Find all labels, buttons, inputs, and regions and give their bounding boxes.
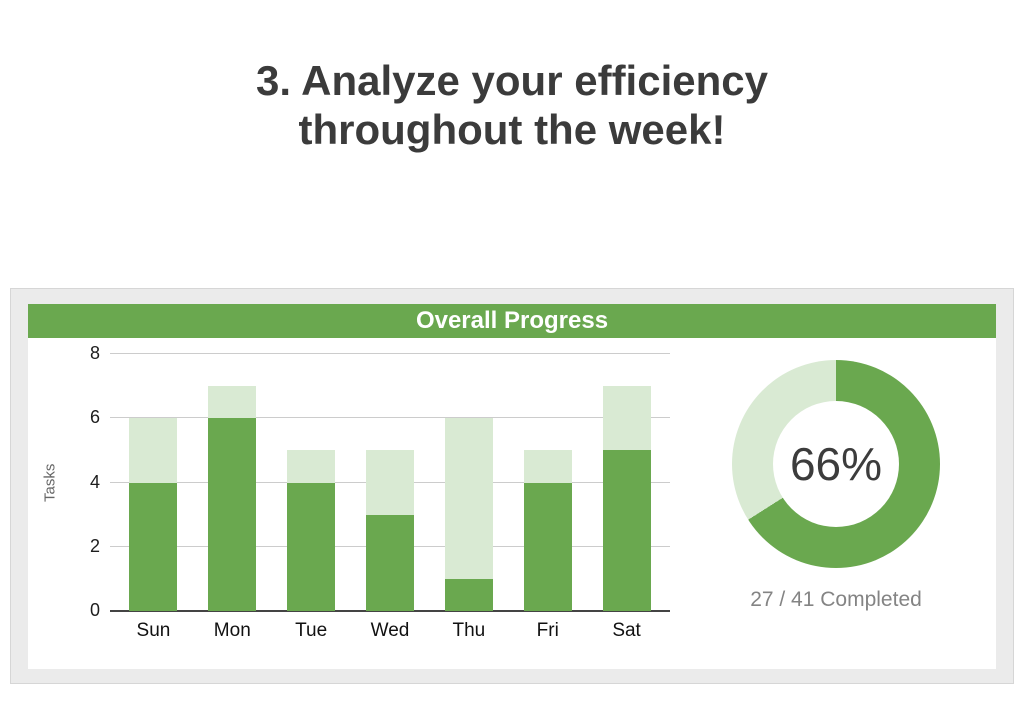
chart-panel: Overall Progress Tasks 0 2 4 6 8 Sun Mon Tue We… — [10, 288, 1014, 684]
bar-completed-segment — [602, 450, 651, 611]
bar-column — [429, 418, 508, 611]
x-axis-label: Sat — [612, 620, 641, 641]
donut-hole: 66% — [773, 401, 899, 527]
x-axis-label: Wed — [370, 620, 410, 641]
donut-caption: 27 / 41 Completed — [750, 588, 922, 611]
bar-completed-segment — [523, 482, 572, 611]
bar-remaining-segment — [366, 450, 414, 515]
bar-remaining-segment — [129, 418, 178, 483]
bar-completed-segment — [287, 482, 336, 611]
donut-chart: 66% 27 / 41 Completed — [676, 338, 996, 669]
stacked-bar — [366, 450, 414, 611]
y-tick-label: 8 — [89, 343, 100, 363]
chart-card: Overall Progress Tasks 0 2 4 6 8 Sun Mon Tue We… — [28, 304, 996, 669]
chart-header: Overall Progress — [28, 304, 996, 338]
x-axis-label: Tue — [295, 620, 328, 641]
bar-completed-segment — [444, 578, 493, 611]
x-axis-label: Fri — [536, 620, 559, 641]
title-line-2: throughout the week! — [298, 106, 726, 154]
stacked-bar — [523, 450, 572, 611]
y-axis-title: Tasks — [41, 463, 59, 502]
bar-column — [114, 418, 193, 611]
stacked-bar — [444, 418, 493, 611]
donut-ring: 66% — [732, 360, 940, 568]
bar-remaining-segment — [602, 386, 651, 451]
page-title: 3. Analyze your efficiency throughout th… — [0, 56, 1024, 154]
gridline — [110, 417, 670, 419]
y-tick-label: 0 — [89, 600, 100, 620]
bar-chart: Tasks 0 2 4 6 8 Sun Mon Tue Wed Thu Fri Sat — [28, 338, 676, 669]
bar-column — [351, 450, 430, 611]
stacked-bar — [602, 386, 651, 611]
donut-percent-label: 66% — [789, 438, 883, 490]
bar-column — [272, 450, 351, 611]
bar-column — [587, 386, 666, 611]
card-body: Tasks 0 2 4 6 8 Sun Mon Tue Wed Thu Fri Sat 66% — [28, 338, 996, 669]
bar-remaining-segment — [208, 386, 257, 419]
x-labels-row: Sun Mon Tue Wed Thu Fri Sat — [110, 611, 670, 642]
bar-completed-segment — [366, 514, 414, 611]
x-axis-label: Sun — [136, 620, 171, 641]
stacked-bar — [287, 450, 336, 611]
stacked-bar — [208, 386, 257, 611]
x-axis-label: Mon — [213, 620, 251, 641]
bar-completed-segment — [208, 418, 257, 611]
bar-remaining-segment — [444, 418, 493, 579]
gridline — [110, 610, 670, 612]
chart-title: Overall Progress — [415, 307, 609, 334]
plot-area: 0 2 4 6 8 — [90, 343, 670, 620]
bar-remaining-segment — [287, 450, 336, 483]
x-axis-label: Thu — [452, 620, 486, 641]
bar-column — [193, 386, 272, 611]
plot-wrap: 0 2 4 6 8 Sun Mon Tue Wed Thu Fri Sat — [64, 343, 676, 669]
y-tick-label: 4 — [89, 471, 100, 492]
bar-column — [508, 450, 587, 611]
bar-completed-segment — [129, 482, 178, 611]
y-tick-label: 6 — [89, 407, 100, 428]
bar-remaining-segment — [523, 450, 572, 483]
y-tick-label: 2 — [89, 535, 100, 556]
gridline — [110, 353, 670, 354]
stacked-bar — [129, 418, 178, 611]
title-line-1: 3. Analyze your efficiency — [256, 57, 768, 104]
bars-row — [110, 354, 670, 611]
page: 3. Analyze your efficiency throughout th… — [0, 56, 1024, 684]
